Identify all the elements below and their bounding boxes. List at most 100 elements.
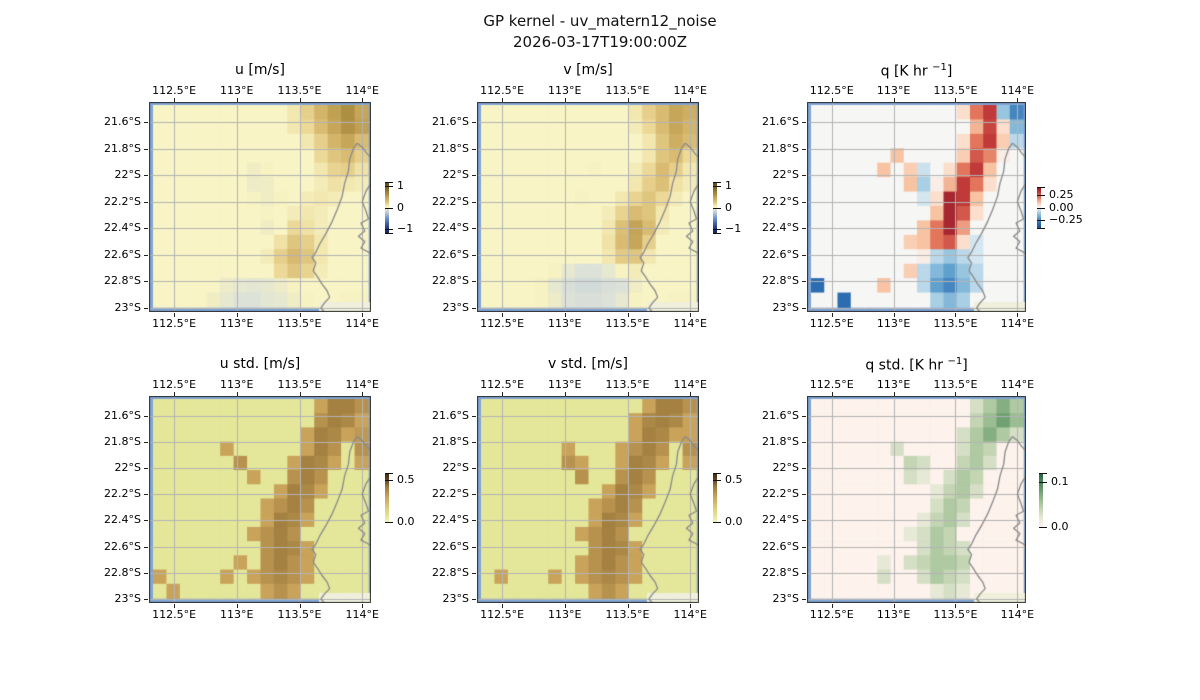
x-tick-mark-top xyxy=(236,98,238,102)
y-tick-label: 23°S xyxy=(114,592,141,606)
x-tick-label-bottom: 113.5°E xyxy=(277,608,322,621)
x-tick-label-bottom: 114°E xyxy=(673,608,707,621)
panel-title-v_std: v std. [m/s] xyxy=(477,356,699,372)
panel-title-text-post: ] xyxy=(946,63,953,80)
figure-suptitle-line2: 2026-03-17T19:00:00Z xyxy=(513,33,687,51)
y-tick-mark xyxy=(802,468,806,470)
y-tick-mark xyxy=(472,468,476,470)
x-tick-label-bottom: 113.5°E xyxy=(933,317,978,330)
x-tick-mark-top xyxy=(627,98,629,102)
x-tick-mark-bottom xyxy=(627,313,629,317)
x-tick-label-top: 113°E xyxy=(220,84,254,97)
y-tick-mark xyxy=(802,281,806,283)
x-tick-mark-top xyxy=(955,98,957,102)
y-tick-label: 22.8°S xyxy=(762,274,799,288)
y-tick-label: 22.6°S xyxy=(762,539,799,553)
x-tick-label-bottom: 113°E xyxy=(548,317,582,330)
y-tick-label: 22.4°S xyxy=(432,221,469,235)
x-tick-mark-bottom xyxy=(1017,604,1019,608)
colorbar-tick-label: 0.0 xyxy=(1051,520,1069,533)
x-tick-label-bottom: 113.5°E xyxy=(933,608,978,621)
colorbar-v xyxy=(713,182,717,233)
y-tick-label: 21.8°S xyxy=(432,434,469,448)
y-tick-label: 21.6°S xyxy=(104,408,141,422)
x-tick-mark-bottom xyxy=(174,604,176,608)
x-tick-label-bottom: 114°E xyxy=(673,317,707,330)
colorbar-tick-label: 0 xyxy=(397,201,404,214)
colorbar-tick-label: −0.25 xyxy=(1049,213,1083,226)
panel-title-superscript: −1 xyxy=(932,62,947,73)
x-tick-label-bottom: 112.5°E xyxy=(152,317,197,330)
panel-title-text: q [K hr xyxy=(880,63,933,80)
x-tick-label-top: 112.5°E xyxy=(480,378,525,391)
colorbar-tick-mark xyxy=(1037,208,1045,209)
x-tick-label-top: 112.5°E xyxy=(480,84,525,97)
y-tick-label: 22.6°S xyxy=(762,247,799,261)
y-tick-label: 22.6°S xyxy=(432,247,469,261)
x-tick-mark-top xyxy=(955,392,957,396)
y-tick-label: 22.2°S xyxy=(762,194,799,208)
y-tick-mark xyxy=(472,599,476,601)
x-tick-mark-bottom xyxy=(1017,313,1019,317)
y-tick-mark xyxy=(472,494,476,496)
x-tick-label-bottom: 112.5°E xyxy=(480,608,525,621)
y-tick-label: 22.8°S xyxy=(104,274,141,288)
y-tick-label: 22.2°S xyxy=(432,487,469,501)
y-tick-label: 21.8°S xyxy=(104,434,141,448)
x-tick-label-top: 113.5°E xyxy=(605,84,650,97)
y-tick-mark xyxy=(802,415,806,417)
y-tick-label: 21.6°S xyxy=(432,114,469,128)
x-tick-mark-bottom xyxy=(893,604,895,608)
y-tick-mark xyxy=(802,228,806,230)
y-tick-mark xyxy=(472,308,476,309)
y-tick-mark xyxy=(144,415,148,417)
colorbar-tick-mark xyxy=(1039,482,1047,483)
y-tick-label: 23°S xyxy=(772,301,799,314)
colorbar-q_std xyxy=(1039,473,1043,527)
panel-title-superscript: −1 xyxy=(947,356,963,367)
panel-title-u: u [m/s] xyxy=(149,62,371,78)
colorbar-tick-label: 0.0 xyxy=(397,515,415,528)
x-tick-mark-top xyxy=(299,392,301,396)
map-canvas-q xyxy=(807,102,1026,312)
x-tick-mark-bottom xyxy=(831,604,833,608)
y-tick-mark xyxy=(144,308,148,309)
x-tick-label-top: 113°E xyxy=(548,378,582,391)
y-tick-mark xyxy=(144,572,148,574)
x-tick-label-top: 112.5°E xyxy=(809,84,854,97)
y-tick-mark xyxy=(144,281,148,283)
x-tick-mark-top xyxy=(831,98,833,102)
colorbar-u xyxy=(385,182,389,233)
y-tick-mark xyxy=(472,415,476,417)
y-tick-mark xyxy=(472,121,476,123)
y-tick-mark xyxy=(802,494,806,496)
x-tick-mark-top xyxy=(690,98,692,102)
y-tick-label: 22°S xyxy=(772,168,799,182)
x-tick-label-bottom: 112.5°E xyxy=(809,608,854,621)
y-tick-mark xyxy=(144,121,148,123)
x-tick-mark-bottom xyxy=(174,313,176,317)
y-tick-mark xyxy=(802,201,806,203)
figure-suptitle-line1: GP kernel - uv_matern12_noise xyxy=(483,12,717,30)
y-tick-label: 22.2°S xyxy=(762,487,799,501)
y-tick-label: 21.8°S xyxy=(104,141,141,155)
y-tick-mark xyxy=(802,599,806,601)
y-tick-label: 21.8°S xyxy=(762,141,799,155)
colorbar-tick-mark xyxy=(1037,220,1045,221)
y-tick-mark xyxy=(802,572,806,574)
panel-title-text: q std. [K hr xyxy=(865,357,948,374)
x-tick-mark-bottom xyxy=(564,313,566,317)
x-tick-label-bottom: 114°E xyxy=(345,317,379,330)
map-canvas-v_std xyxy=(477,396,699,603)
x-tick-label-bottom: 114°E xyxy=(345,608,379,621)
x-tick-mark-top xyxy=(236,392,238,396)
colorbar-tick-label: 1 xyxy=(725,179,732,192)
map-canvas-q_std xyxy=(807,396,1026,603)
y-tick-label: 22.8°S xyxy=(104,565,141,579)
colorbar-cap-bottom xyxy=(713,233,721,234)
y-tick-mark xyxy=(472,572,476,574)
colorbar-tick-label: −1 xyxy=(397,222,414,235)
x-tick-mark-bottom xyxy=(564,604,566,608)
x-tick-label-top: 113.5°E xyxy=(277,84,322,97)
